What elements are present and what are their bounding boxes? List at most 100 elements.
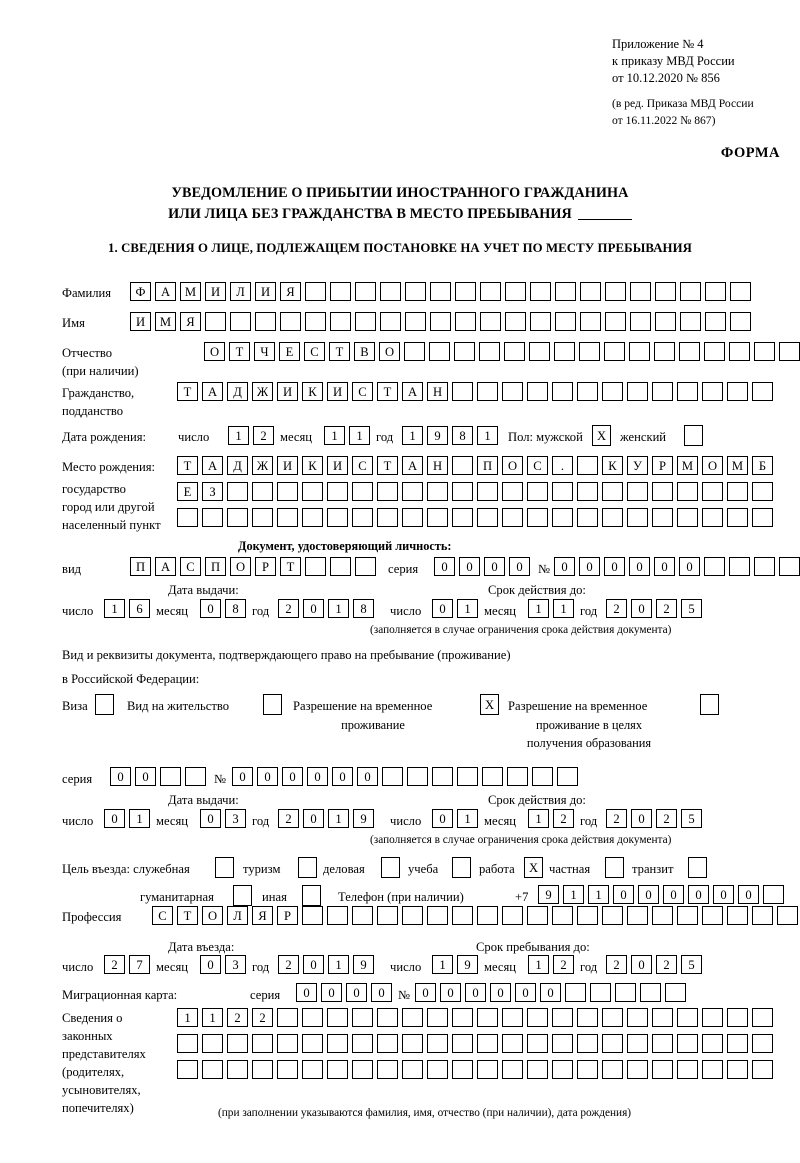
char-cell[interactable]: 0 [200,955,221,974]
char-cell[interactable] [502,508,523,527]
char-cell[interactable] [205,312,226,331]
char-cell[interactable] [302,1060,323,1079]
char-cell[interactable] [277,1060,298,1079]
char-cell[interactable]: И [327,456,348,475]
char-cell[interactable] [630,282,651,301]
char-cell[interactable] [779,342,800,361]
char-cell[interactable]: З [202,482,223,501]
char-cell[interactable]: 0 [415,983,436,1002]
char-cell[interactable] [277,1008,298,1027]
char-cell[interactable]: 0 [303,809,324,828]
purpose-transit-checkbox[interactable] [688,857,707,878]
char-cell[interactable]: С [304,342,325,361]
char-cell[interactable]: 0 [200,599,221,618]
char-cell[interactable]: Ф [130,282,151,301]
char-cell[interactable] [752,508,773,527]
char-cell[interactable]: 0 [110,767,131,786]
char-cell[interactable] [752,382,773,401]
char-cell[interactable] [754,557,775,576]
char-cell[interactable]: П [205,557,226,576]
char-cell[interactable] [302,1008,323,1027]
char-cell[interactable]: Е [177,482,198,501]
char-cell[interactable]: Р [652,456,673,475]
char-cell[interactable] [452,1008,473,1027]
char-cell[interactable] [305,282,326,301]
char-cell[interactable] [427,1008,448,1027]
char-cell[interactable]: 0 [509,557,530,576]
char-cell[interactable] [677,906,698,925]
char-cell[interactable] [427,508,448,527]
char-cell[interactable] [377,1008,398,1027]
char-cell[interactable]: 2 [553,809,574,828]
char-cell[interactable]: Б [752,456,773,475]
char-cell[interactable]: М [180,282,201,301]
char-cell[interactable] [352,1034,373,1053]
char-cell[interactable]: 1 [177,1008,198,1027]
char-cell[interactable]: А [155,282,176,301]
char-cell[interactable]: Т [377,382,398,401]
char-cell[interactable] [452,1034,473,1053]
char-cell[interactable] [504,342,525,361]
char-cell[interactable] [427,906,448,925]
char-cell[interactable]: 1 [588,885,609,904]
char-cell[interactable]: 1 [553,599,574,618]
char-cell[interactable]: 0 [346,983,367,1002]
char-cell[interactable]: Я [280,282,301,301]
char-cell[interactable] [705,282,726,301]
char-cell[interactable] [577,1008,598,1027]
char-cell[interactable] [352,1060,373,1079]
char-cell[interactable] [727,482,748,501]
char-cell[interactable] [227,508,248,527]
char-cell[interactable] [679,342,700,361]
char-cell[interactable]: В [354,342,375,361]
char-cell[interactable]: А [402,456,423,475]
char-cell[interactable] [577,508,598,527]
char-cell[interactable] [305,312,326,331]
temp-residence-edu-checkbox[interactable] [700,694,719,715]
char-cell[interactable] [627,1008,648,1027]
char-cell[interactable] [252,1034,273,1053]
char-cell[interactable]: 9 [457,955,478,974]
char-cell[interactable]: 5 [681,809,702,828]
char-cell[interactable]: 0 [638,885,659,904]
char-cell[interactable]: Л [230,282,251,301]
char-cell[interactable] [552,508,573,527]
char-cell[interactable]: Ж [252,456,273,475]
char-cell[interactable] [352,482,373,501]
char-cell[interactable] [677,1060,698,1079]
char-cell[interactable]: 8 [225,599,246,618]
temp-residence-checkbox[interactable]: X [480,694,499,715]
char-cell[interactable] [602,482,623,501]
char-cell[interactable]: 0 [465,983,486,1002]
char-cell[interactable]: 0 [432,809,453,828]
char-cell[interactable]: 0 [303,955,324,974]
char-cell[interactable]: К [302,456,323,475]
char-cell[interactable] [452,508,473,527]
char-cell[interactable] [652,382,673,401]
char-cell[interactable] [580,312,601,331]
char-cell[interactable]: М [155,312,176,331]
char-cell[interactable] [302,508,323,527]
char-cell[interactable]: 1 [457,809,478,828]
char-cell[interactable]: У [627,456,648,475]
char-cell[interactable]: 7 [129,955,150,974]
char-cell[interactable] [352,1008,373,1027]
char-cell[interactable] [727,1034,748,1053]
char-cell[interactable] [752,906,773,925]
char-cell[interactable] [579,342,600,361]
char-cell[interactable]: И [130,312,151,331]
char-cell[interactable]: Т [280,557,301,576]
char-cell[interactable] [427,482,448,501]
char-cell[interactable] [355,312,376,331]
char-cell[interactable] [527,1008,548,1027]
char-cell[interactable] [752,1034,773,1053]
char-cell[interactable] [455,312,476,331]
char-cell[interactable] [727,508,748,527]
